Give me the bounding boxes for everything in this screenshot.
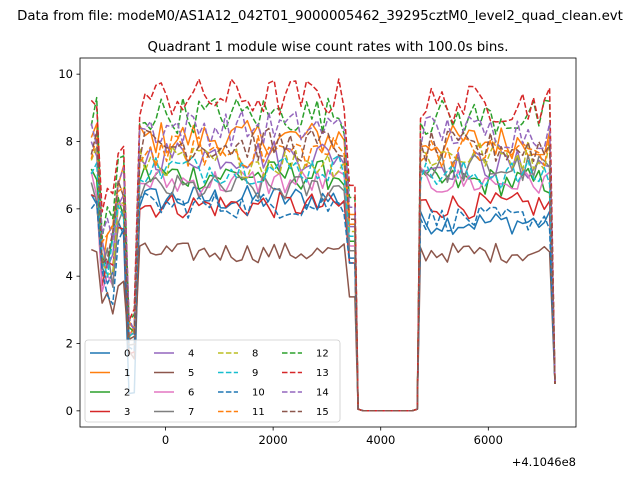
series-line-14 xyxy=(90,110,556,412)
legend-label-5: 5 xyxy=(188,368,194,379)
series-line-6 xyxy=(90,166,556,412)
legend-label-2: 2 xyxy=(124,388,130,399)
legend-label-10: 10 xyxy=(252,388,265,399)
legend-label-14: 14 xyxy=(316,388,329,399)
y-tick-label: 8 xyxy=(66,134,73,148)
x-tick-label: 6000 xyxy=(474,433,503,447)
series-line-9 xyxy=(90,154,556,412)
y-axis-ticks: 0 2 4 6 8 10 xyxy=(58,67,80,418)
series-line-11 xyxy=(90,135,556,412)
x-tick-label: 0 xyxy=(162,433,169,447)
x-axis-ticks: 0 2000 4000 6000 xyxy=(162,427,503,447)
axes-frame xyxy=(79,57,577,428)
x-tick-label: 2000 xyxy=(258,433,287,447)
y-tick-label: 10 xyxy=(58,67,73,81)
legend-label-1: 1 xyxy=(124,368,130,379)
series-line-3 xyxy=(90,191,556,412)
y-tick-label: 2 xyxy=(66,337,73,351)
series-line-4 xyxy=(90,140,556,412)
x-axis-offset-label: +4.1046e8 xyxy=(512,455,576,469)
y-tick-label: 6 xyxy=(66,202,73,216)
series-line-15 xyxy=(90,127,556,412)
series-line-2 xyxy=(90,159,556,412)
legend-label-11: 11 xyxy=(252,407,265,418)
legend-label-4: 4 xyxy=(188,349,194,360)
figure-suptitle: Data from file: modeM0/AS1A12_042T01_900… xyxy=(17,9,623,24)
legend-label-6: 6 xyxy=(188,388,194,399)
chart-title: Quadrant 1 module wise count rates with … xyxy=(148,40,509,55)
legend-label-0: 0 xyxy=(124,349,130,360)
legend-label-15: 15 xyxy=(316,407,329,418)
legend-label-7: 7 xyxy=(188,407,194,418)
y-tick-label: 4 xyxy=(66,269,73,283)
legend-label-9: 9 xyxy=(252,368,258,379)
legend-label-8: 8 xyxy=(252,349,258,360)
legend-label-13: 13 xyxy=(316,368,329,379)
legend-frame xyxy=(84,339,341,423)
y-tick-label: 0 xyxy=(66,404,73,418)
legend-label-12: 12 xyxy=(316,349,329,360)
series-line-13 xyxy=(90,78,556,412)
legend-label-3: 3 xyxy=(124,407,130,418)
x-tick-label: 4000 xyxy=(366,433,395,447)
series-line-10 xyxy=(90,192,556,412)
series-line-5 xyxy=(91,242,556,412)
series-lines xyxy=(90,78,556,412)
series-line-12 xyxy=(90,96,556,412)
